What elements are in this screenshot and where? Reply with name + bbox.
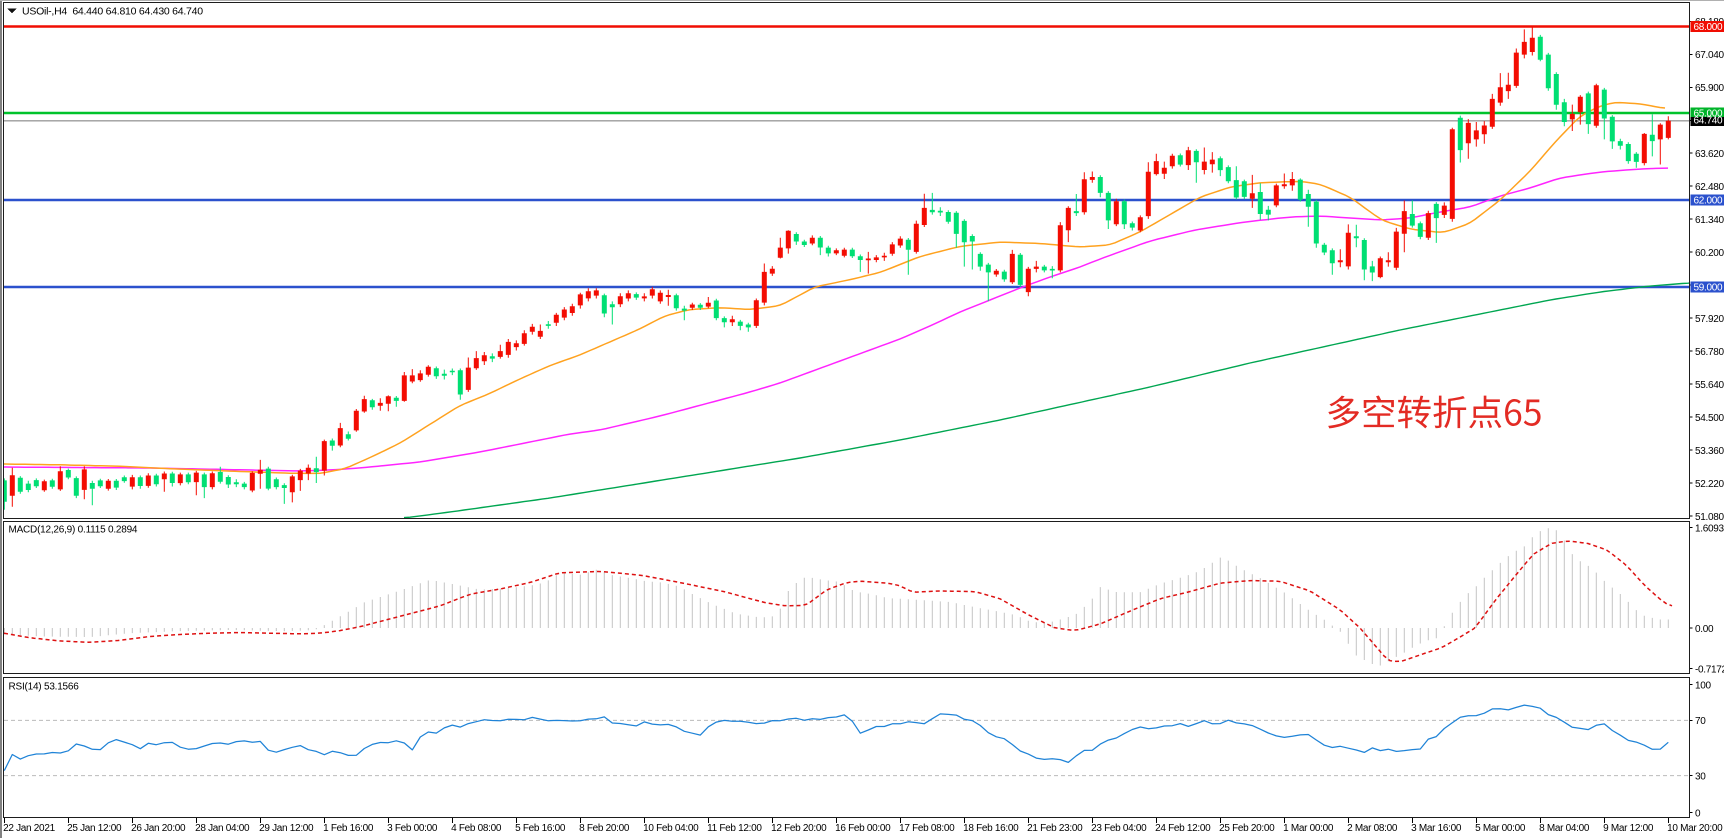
svg-text:1 Mar 00:00: 1 Mar 00:00: [1283, 823, 1334, 834]
svg-text:USOil-,H4 64.440 64.810 64.43: USOil-,H4 64.440 64.810 64.430 64.740: [22, 6, 203, 18]
svg-text:0: 0: [1695, 808, 1701, 819]
svg-text:21 Feb 23:00: 21 Feb 23:00: [1027, 823, 1083, 834]
svg-text:9 Mar 12:00: 9 Mar 12:00: [1603, 823, 1654, 834]
svg-text:RSI(14) 53.1566: RSI(14) 53.1566: [9, 682, 80, 693]
svg-text:12 Feb 20:00: 12 Feb 20:00: [771, 823, 827, 834]
svg-text:22 Jan 2021: 22 Jan 2021: [3, 823, 55, 834]
svg-text:55.640: 55.640: [1695, 380, 1724, 391]
svg-text:8 Feb 20:00: 8 Feb 20:00: [579, 823, 630, 834]
svg-text:0.00: 0.00: [1695, 624, 1714, 635]
svg-text:10 Mar 20:00: 10 Mar 20:00: [1667, 823, 1723, 834]
svg-text:100: 100: [1695, 680, 1712, 691]
svg-text:63.620: 63.620: [1695, 149, 1724, 160]
svg-text:65.000: 65.000: [1694, 108, 1724, 119]
svg-text:24 Feb 12:00: 24 Feb 12:00: [1155, 823, 1211, 834]
svg-text:28 Jan 04:00: 28 Jan 04:00: [195, 823, 250, 834]
svg-text:-0.7172: -0.7172: [1695, 664, 1724, 675]
svg-text:16 Feb 00:00: 16 Feb 00:00: [835, 823, 891, 834]
svg-text:25 Jan 12:00: 25 Jan 12:00: [67, 823, 122, 834]
svg-text:64.740: 64.740: [1694, 116, 1724, 127]
svg-text:67.040: 67.040: [1695, 50, 1724, 61]
svg-text:5 Feb 16:00: 5 Feb 16:00: [515, 823, 566, 834]
svg-text:29 Jan 12:00: 29 Jan 12:00: [259, 823, 314, 834]
svg-text:10 Feb 04:00: 10 Feb 04:00: [643, 823, 699, 834]
svg-text:51.080: 51.080: [1695, 512, 1724, 523]
svg-text:61.340: 61.340: [1695, 215, 1724, 226]
svg-text:30: 30: [1695, 771, 1706, 782]
svg-text:2 Mar 08:00: 2 Mar 08:00: [1347, 823, 1398, 834]
svg-text:17 Feb 08:00: 17 Feb 08:00: [899, 823, 955, 834]
svg-text:65.900: 65.900: [1695, 83, 1724, 94]
svg-text:57.920: 57.920: [1695, 314, 1724, 325]
svg-text:MACD(12,26,9) 0.1115 0.2894: MACD(12,26,9) 0.1115 0.2894: [9, 525, 138, 536]
svg-text:62.000: 62.000: [1694, 195, 1724, 206]
svg-text:25 Feb 20:00: 25 Feb 20:00: [1219, 823, 1275, 834]
svg-text:3 Mar 16:00: 3 Mar 16:00: [1411, 823, 1462, 834]
svg-text:68.000: 68.000: [1694, 22, 1724, 33]
svg-text:23 Feb 04:00: 23 Feb 04:00: [1091, 823, 1147, 834]
svg-text:52.220: 52.220: [1695, 479, 1724, 490]
svg-text:59.000: 59.000: [1694, 282, 1724, 293]
svg-text:11 Feb 12:00: 11 Feb 12:00: [707, 823, 762, 834]
svg-text:62.480: 62.480: [1695, 182, 1724, 193]
svg-text:53.360: 53.360: [1695, 446, 1724, 457]
svg-text:1 Feb 16:00: 1 Feb 16:00: [323, 823, 374, 834]
svg-text:56.780: 56.780: [1695, 347, 1724, 358]
svg-text:70: 70: [1695, 716, 1706, 727]
svg-text:8 Mar 04:00: 8 Mar 04:00: [1539, 823, 1590, 834]
svg-text:5 Mar 00:00: 5 Mar 00:00: [1475, 823, 1526, 834]
svg-text:1.6093: 1.6093: [1695, 523, 1724, 534]
svg-text:60.200: 60.200: [1695, 248, 1724, 259]
svg-text:3 Feb 00:00: 3 Feb 00:00: [387, 823, 438, 834]
svg-text:54.500: 54.500: [1695, 413, 1724, 424]
svg-text:4 Feb 08:00: 4 Feb 08:00: [451, 823, 502, 834]
svg-text:26 Jan 20:00: 26 Jan 20:00: [131, 823, 186, 834]
svg-text:18 Feb 16:00: 18 Feb 16:00: [963, 823, 1019, 834]
